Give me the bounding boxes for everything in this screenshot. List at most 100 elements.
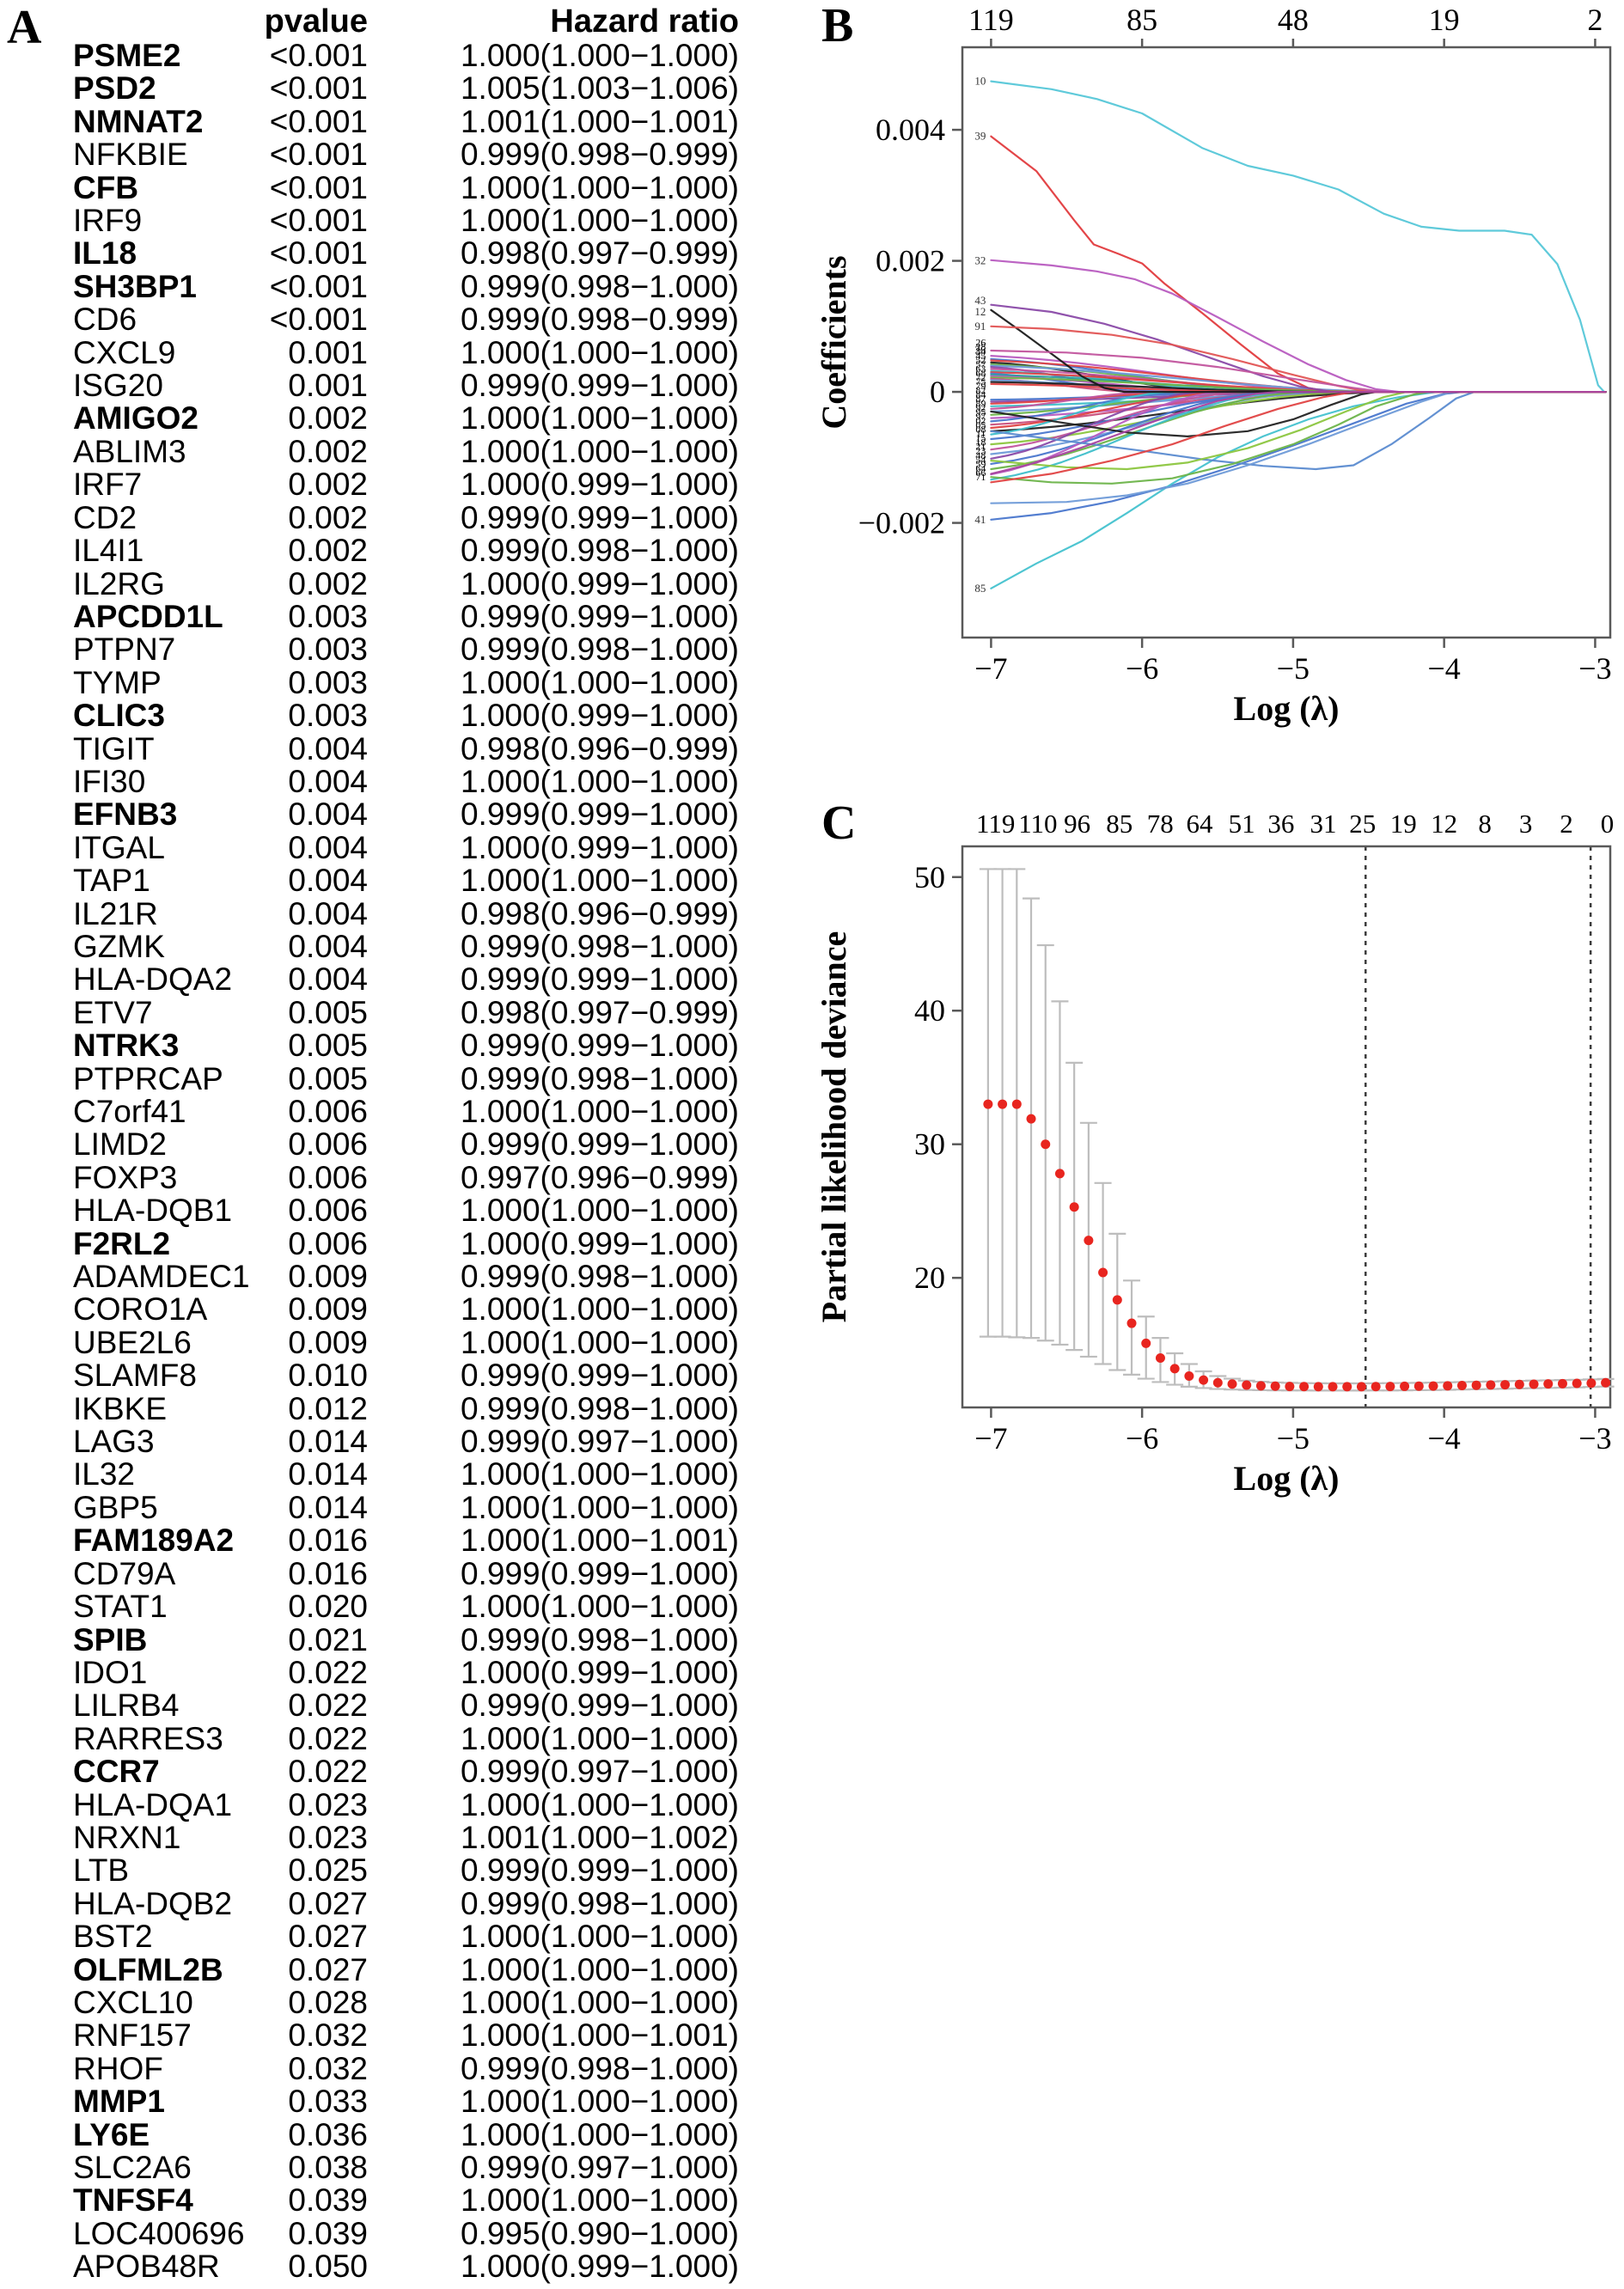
deviance-dot <box>1529 1379 1539 1389</box>
x-tick-label: −7 <box>974 1421 1007 1456</box>
gene-name: FOXP3 <box>73 1159 178 1195</box>
x-tick-label: −3 <box>1578 651 1611 686</box>
pvalue-cell: 0.004 <box>288 928 368 964</box>
deviance-dot <box>1313 1382 1323 1392</box>
gene-name: ITGAL <box>73 829 165 865</box>
gene-name: IKBKE <box>73 1390 167 1426</box>
pvalue-cell: 0.002 <box>288 533 368 569</box>
table-row: TNFSF4 0.039 1.000(1.000−1.000) <box>0 2182 782 2219</box>
pvalue-cell: 0.002 <box>288 565 368 601</box>
deviance-dot <box>1385 1382 1395 1392</box>
hazard-ratio-cell: 1.000(1.000−1.000) <box>460 1589 739 1625</box>
x-tick-label: −6 <box>1126 651 1158 686</box>
overlapping-curve-labels: 87 <box>975 393 986 405</box>
hazard-ratio-cell: 1.000(1.000−1.000) <box>460 38 739 73</box>
top-axis-label: 31 <box>1310 809 1337 839</box>
table-row: HLA-DQB1 0.006 1.000(1.000−1.000) <box>0 1193 782 1227</box>
hazard-ratio-cell: 1.000(1.000−1.000) <box>460 1489 739 1525</box>
table-row: HLA-DQB2 0.027 0.999(0.998−1.000) <box>0 1885 782 1921</box>
overlapping-curve-labels: 26 <box>975 337 986 349</box>
table-row: LAG3 0.014 0.999(0.997−1.000) <box>0 1425 782 1458</box>
pvalue-cell: 0.004 <box>288 895 368 931</box>
hazard-ratio-cell: 0.999(0.998−1.000) <box>460 928 739 964</box>
gene-name: UBE2L6 <box>73 1324 192 1360</box>
hazard-ratio-cell: 0.999(0.998−1.000) <box>460 1390 739 1426</box>
table-row: FOXP3 0.006 0.997(0.996−0.999) <box>0 1159 782 1195</box>
overlapping-curve-labels: 48 <box>975 449 986 461</box>
gene-name: TIGIT <box>73 730 155 766</box>
pvalue-cell: 0.039 <box>288 2182 368 2219</box>
pvalue-cell: 0.002 <box>288 400 368 436</box>
pvalue-cell: 0.004 <box>288 730 368 766</box>
pvalue-cell: 0.016 <box>288 1555 368 1591</box>
table-row: CLIC3 0.003 1.000(0.999−1.000) <box>0 699 782 732</box>
deviance-dot <box>1098 1267 1108 1278</box>
table-row: LIMD2 0.006 0.999(0.999−1.000) <box>0 1126 782 1163</box>
hazard-ratio-cell: 0.999(0.998−1.000) <box>460 1885 739 1921</box>
gene-name: SLC2A6 <box>73 2150 192 2185</box>
pvalue-cell: 0.022 <box>288 1654 368 1690</box>
table-row: SLC2A6 0.038 0.999(0.997−1.000) <box>0 2150 782 2185</box>
hazard-ratio-cell: 1.000(1.000−1.000) <box>460 2116 739 2152</box>
x-tick-label: −5 <box>1277 651 1310 686</box>
top-axis-label: 85 <box>1106 809 1133 839</box>
pvalue-cell: 0.020 <box>288 1589 368 1625</box>
gene-name: CXCL9 <box>73 334 176 370</box>
table-row: BST2 0.027 1.000(1.000−1.000) <box>0 1920 782 1953</box>
x-axis-title: Log (λ) <box>1234 689 1340 728</box>
deviance-dot <box>1255 1381 1266 1391</box>
coefficient-path <box>990 391 1607 460</box>
hazard-ratio-cell: 1.000(1.000−1.000) <box>460 1324 739 1360</box>
overlapping-curve-labels: 64 <box>975 462 986 474</box>
deviance-dot <box>1557 1378 1567 1389</box>
table-row: NFKBIE <0.001 0.999(0.998−0.999) <box>0 137 782 171</box>
hazard-ratio-cell: 1.000(1.000−1.000) <box>460 1984 739 2020</box>
coefficient-path <box>990 391 1607 471</box>
hazard-ratio-cell: 1.000(0.999−1.000) <box>460 829 739 865</box>
univariate-cox-table: pvalue Hazard ratio PSME2 <0.001 1.000(1.0… <box>0 0 782 2289</box>
gene-name: CD6 <box>73 302 137 338</box>
hazard-ratio-cell: 1.000(1.000−1.000) <box>460 433 739 469</box>
top-axis-label: 110 <box>1018 809 1057 839</box>
table-row: LOC400696 0.039 0.995(0.990−1.000) <box>0 2217 782 2250</box>
coefficient-path <box>990 80 1607 394</box>
y-tick-label: 20 <box>914 1260 945 1295</box>
hazard-ratio-cell: 0.999(0.997−1.000) <box>460 1424 739 1460</box>
table-row: FAM189A2 0.016 1.000(1.000−1.001) <box>0 1523 782 1559</box>
pvalue-cell: 0.027 <box>288 1951 368 1987</box>
gene-name: NTRK3 <box>73 1028 180 1064</box>
table-row: GBP5 0.014 1.000(1.000−1.000) <box>0 1489 782 1525</box>
top-axis-label: 2 <box>1560 809 1573 839</box>
hazard-ratio-cell: 0.998(0.996−0.999) <box>460 730 739 766</box>
table-row: HLA-DQA1 0.023 1.000(1.000−1.000) <box>0 1788 782 1822</box>
hazard-ratio-cell: 1.000(1.000−1.000) <box>460 1291 739 1328</box>
gene-name: IL2RG <box>73 565 165 601</box>
pvalue-cell: <0.001 <box>269 169 368 205</box>
coefficient-path <box>990 391 1607 589</box>
coefficient-path <box>990 391 1607 437</box>
table-row: IL2RG 0.002 1.000(0.999−1.000) <box>0 565 782 601</box>
gene-name: PSME2 <box>73 38 181 73</box>
table-row: TYMP 0.003 1.000(1.000−1.000) <box>0 666 782 699</box>
gene-name: F2RL2 <box>73 1225 171 1261</box>
hazard-ratio-cell: 0.999(0.998−1.000) <box>460 1259 739 1295</box>
overlapping-curve-labels: 34 <box>975 345 986 357</box>
gene-name: IL21R <box>73 895 158 931</box>
deviance-dot <box>1141 1338 1151 1348</box>
curve-number-label: 32 <box>974 254 986 267</box>
table-row: CD79A 0.016 0.999(0.999−1.000) <box>0 1555 782 1591</box>
curve-number-label: 12 <box>974 305 986 318</box>
coefficient-path <box>990 391 1607 504</box>
table-row: LTB 0.025 0.999(0.999−1.000) <box>0 1853 782 1887</box>
hazard-ratio-cell: 1.000(0.999−1.000) <box>460 565 739 601</box>
coefficient-path <box>990 391 1607 471</box>
curve-number-label: 91 <box>974 320 986 333</box>
table-row: OLFML2B 0.027 1.000(1.000−1.000) <box>0 1951 782 1987</box>
top-axis-label: 0 <box>1601 809 1615 839</box>
gene-name: LIMD2 <box>73 1126 167 1163</box>
gene-name: FAM189A2 <box>73 1523 235 1559</box>
hazard-ratio-cell: 1.000(1.000−1.000) <box>460 1094 739 1129</box>
deviance-dot <box>983 1099 993 1109</box>
deviance-dot <box>1443 1381 1453 1391</box>
coefficient-path <box>990 391 1607 451</box>
